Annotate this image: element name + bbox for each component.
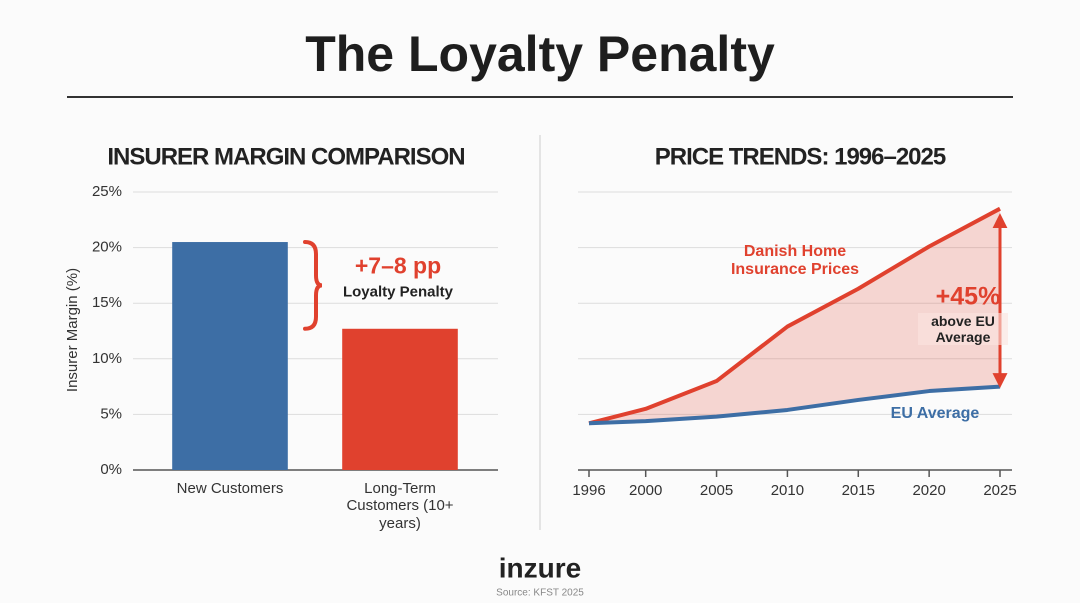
y-tick-label: 10% (92, 350, 122, 367)
chart-title: INSURER MARGIN COMPARISON (107, 143, 464, 170)
x-tick-label: 2025 (983, 482, 1016, 499)
x-tick-label: New Customers (176, 480, 284, 497)
annotation-text: Loyalty Penalty (343, 283, 454, 300)
bar (342, 328, 458, 470)
series-line (588, 384, 1001, 426)
page-title: The Loyalty Penalty (305, 26, 775, 82)
y-tick-label: 15% (92, 294, 122, 311)
x-tick-label: 2020 (912, 482, 945, 499)
x-tick-label: 2010 (771, 482, 804, 499)
x-tick-label: Long-Term Customers (10+ years) (346, 480, 454, 532)
chart-title: PRICE TRENDS: 1996–2025 (655, 143, 946, 170)
bracket (303, 240, 323, 331)
y-axis-label: Insurer Margin (%) (64, 268, 81, 392)
y-tick-label: 25% (92, 183, 122, 200)
brand: inzure (499, 552, 581, 583)
x-tick-label: 1996 (572, 482, 605, 499)
x-tick-label: 2000 (629, 482, 662, 499)
series-line (588, 206, 1001, 426)
gap-area (589, 208, 1000, 424)
y-tick-label: 5% (100, 405, 122, 422)
bar (172, 242, 288, 470)
series-label: EU Average (890, 405, 980, 422)
x-tick-label: 2015 (842, 482, 875, 499)
annotation-headline: +45% (936, 283, 1001, 311)
source: Source: KFST 2025 (496, 588, 584, 599)
y-tick-label: 0% (100, 461, 122, 478)
y-tick-label: 20% (92, 239, 122, 256)
annotation-headline: +7–8 pp (355, 252, 441, 278)
annotation-text: above EU Average (918, 313, 1008, 346)
series-label: Danish Home Insurance Prices (730, 243, 860, 279)
x-tick-label: 2005 (700, 482, 733, 499)
